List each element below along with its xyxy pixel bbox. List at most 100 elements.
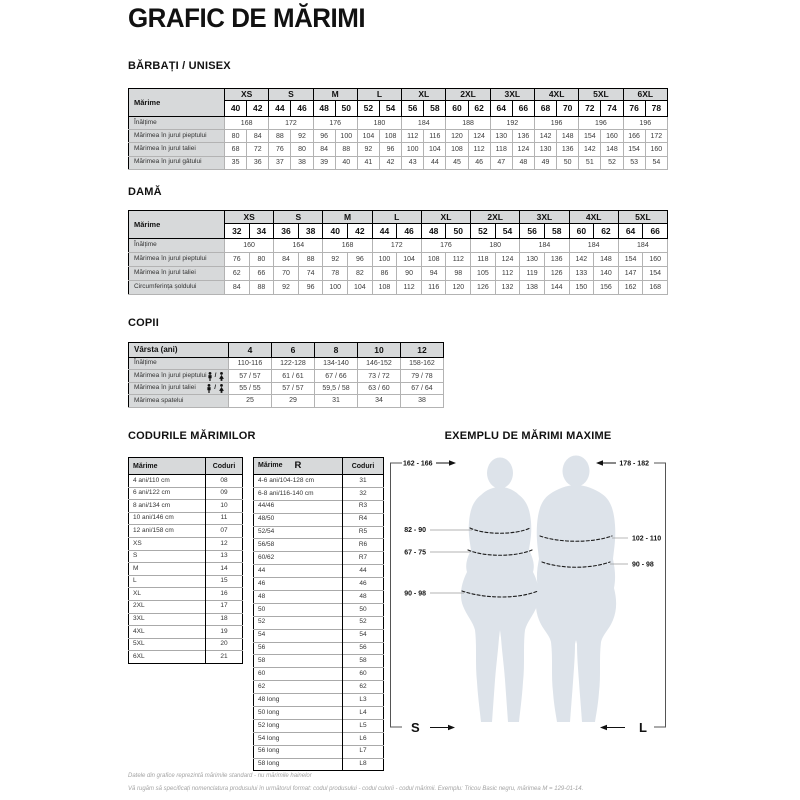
code-cell: 12 (205, 536, 243, 551)
value-cell: 61 / 61 (271, 369, 315, 383)
value-cell: 31 (314, 394, 358, 408)
value-cell: 104 (356, 129, 380, 144)
code-cell: 16 (205, 587, 243, 601)
measure-label: Mărimea în jurul taliei (128, 142, 225, 157)
size-codes-table-2: Mărime R Coduri 4-6 ani/104-128 cm 31 6-8 ani… (253, 457, 384, 772)
size-name-cell: 46 (253, 577, 343, 591)
page-title: GRAFIC DE MĂRIMI (128, 3, 366, 33)
measure-row: Mărimea în jurul taliei / 55 / 55 57 / 57 59… (128, 381, 444, 396)
size-letter-header: 2XL (445, 88, 491, 101)
measure-row: Mărimea în jurul pieptului 76 80 84 88 92 96 10… (128, 252, 668, 267)
size-number-header: 40 (223, 100, 248, 117)
size-letter-header: S (268, 88, 314, 101)
footnote-order-format: Vă rugăm să specificați nomenclatura pro… (128, 786, 584, 792)
code-row: 4-6 ani/104-128 cm 31 (253, 474, 384, 488)
value-cell: 142 (533, 129, 558, 144)
female-chest-line (469, 527, 531, 534)
value-cell: 48 (511, 155, 535, 170)
code-cell: 11 (205, 511, 243, 525)
value-cell: 192 (489, 115, 535, 131)
gender-separator: / (214, 371, 217, 379)
value-cell: 130 (489, 129, 513, 144)
size-number-header: 74 (600, 100, 624, 117)
value-cell: 136 (511, 129, 535, 144)
value-cell: 146-152 (357, 356, 401, 371)
measure-row: Mărimea în jurul taliei 62 66 70 74 78 82 86 90 9… (128, 266, 668, 281)
size-name-cell: XS (128, 536, 206, 551)
size-number-header: 72 (578, 100, 602, 117)
value-cell: 118 (489, 142, 513, 157)
measure-label-text: Înălțime (134, 359, 157, 367)
size-name-cell: 12 ani/158 cm (128, 524, 206, 538)
size-number-header: 56 (519, 223, 545, 239)
value-cell: 39 (312, 155, 336, 170)
left-arrow-icon (600, 724, 607, 731)
code-cell: 52 (342, 615, 384, 630)
value-cell: 80 (290, 142, 314, 157)
code-row: 4XL 19 (128, 625, 243, 639)
value-cell: 49 (533, 155, 558, 170)
size-number-header: 58 (423, 100, 447, 117)
code-cell: 14 (205, 562, 243, 576)
size-number-header: 50 (334, 100, 358, 117)
right-arrow-icon (448, 724, 455, 731)
value-cell: 160 (223, 238, 275, 253)
code-row: 6-8 ani/116-140 cm 32 (253, 486, 384, 501)
value-cell: 84 (224, 280, 250, 295)
value-cell: 162 (617, 280, 644, 295)
size-name-cell: 6XL (128, 650, 206, 664)
gender-separator: / (214, 384, 216, 392)
codes-size-header-label: Mărime (133, 462, 158, 470)
size-name-cell: XL (128, 587, 206, 601)
value-cell: 166 (622, 129, 646, 144)
female-silhouette (460, 457, 540, 722)
value-cell: 76 (268, 142, 292, 157)
size-name-cell: 10 ani/146 cm (128, 511, 206, 525)
code-cell: L5 (342, 718, 384, 733)
size-name-cell: 48 (253, 590, 343, 604)
size-name-cell: 56 (253, 641, 343, 655)
value-cell: 112 (401, 129, 425, 144)
size-letter-header: XS (223, 88, 270, 101)
value-cell: 52 (600, 155, 624, 170)
size-number-header: 44 (268, 100, 292, 117)
women-size-table: Mărime XS S M L XL 2XL 3XL 4XL 5XL 32 34 36 38 40 42 44 4… (128, 210, 669, 295)
measure-label: Circumferința șoldului (128, 280, 225, 295)
value-cell: 84 (246, 129, 270, 144)
value-cell: 172 (371, 238, 422, 253)
size-column-header: Mărime (128, 88, 225, 117)
size-number-header: 64 (489, 100, 513, 117)
value-cell: 68 (223, 142, 248, 157)
measure-row: Înălțime 160 164 168 172 176 180 184 184 184 (128, 238, 669, 253)
value-cell: 73 / 72 (357, 369, 401, 383)
size-number-header: 50 (445, 223, 472, 239)
size-name-cell: 60 (253, 667, 343, 681)
value-cell: 70 (273, 266, 299, 281)
code-row: 58 long L8 (253, 757, 384, 771)
size-name-cell: 3XL (128, 612, 206, 626)
code-cell: 56 (342, 641, 384, 655)
value-cell: 184 (568, 238, 619, 253)
measure-label: Înălțime (128, 238, 225, 253)
value-cell: 82 (347, 266, 373, 281)
code-row: 60/62 R7 (253, 551, 384, 565)
measure-row: Mărimea spatelui 25 29 31 34 38 (128, 394, 444, 408)
value-cell: 112 (494, 266, 521, 281)
size-letter-header: XS (223, 210, 275, 224)
male-waist-line (541, 561, 611, 568)
code-cell: R5 (342, 525, 384, 539)
boy-icon (207, 383, 211, 393)
male-silhouette (535, 455, 617, 722)
code-row: 48/50 R4 (253, 512, 384, 527)
measure-row: Circumferința șoldului 84 88 92 96 100 104 108 1… (128, 280, 668, 295)
measure-label: Înălțime (128, 356, 229, 371)
value-cell: 94 (420, 266, 447, 281)
measure-label: Mărimea în jurul taliei / (128, 381, 229, 396)
measure-row: Înălțime 110-116 122-128 134-140 146-152 158-… (128, 356, 444, 371)
code-cell: R3 (342, 499, 384, 514)
value-cell: 120 (445, 280, 472, 295)
size-letter-header: 3XL (519, 210, 570, 224)
value-cell: 35 (223, 155, 248, 170)
value-cell: 90 (396, 266, 422, 281)
code-row: 4 ani/110 cm 08 (128, 474, 243, 488)
